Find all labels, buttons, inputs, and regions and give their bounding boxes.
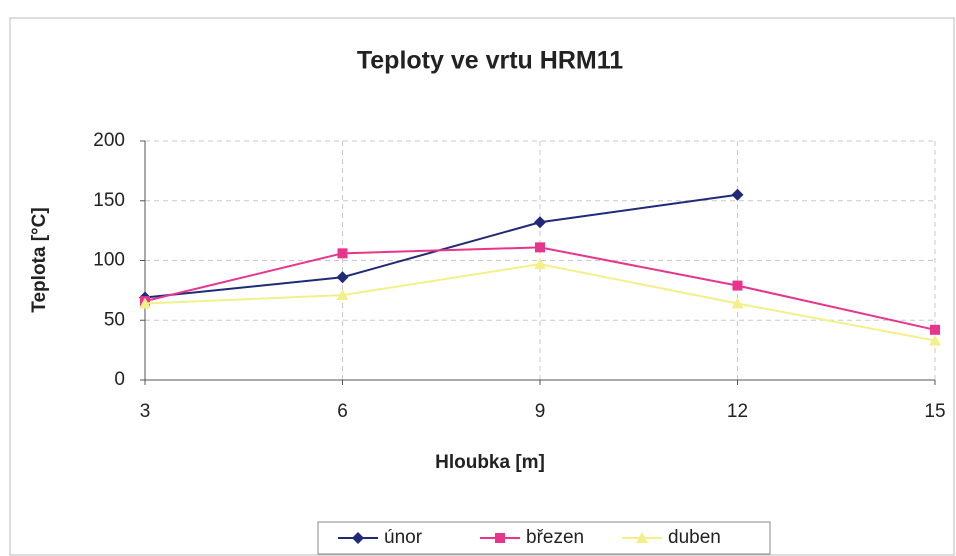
x-tick-label: 15 — [924, 401, 945, 422]
marker — [337, 248, 348, 259]
marker — [732, 280, 743, 291]
legend-label: duben — [668, 527, 721, 548]
marker — [336, 289, 349, 301]
marker — [139, 297, 151, 309]
x-tick-label: 3 — [140, 401, 151, 422]
marker — [731, 297, 744, 309]
legend-box — [317, 521, 771, 555]
marker — [929, 334, 941, 346]
marker — [731, 188, 744, 201]
y-tick-label: 50 — [104, 309, 125, 330]
y-tick-label: 150 — [93, 190, 125, 211]
x-tick-label: 12 — [727, 401, 748, 422]
x-axis-label: Hloubka [m] — [435, 452, 545, 473]
marker — [495, 533, 505, 543]
chart-title: Teploty ve vrtu HRM11 — [357, 47, 623, 75]
y-axis-label: Teplota [°C] — [29, 207, 50, 312]
x-tick-label: 6 — [337, 401, 348, 422]
marker — [535, 242, 545, 253]
legend-label: březen — [526, 527, 584, 548]
legend-label: únor — [384, 527, 423, 548]
y-tick-label: 100 — [93, 250, 125, 271]
marker — [352, 532, 364, 544]
marker — [534, 258, 546, 270]
x-tick-label: 9 — [535, 401, 546, 422]
marker — [336, 271, 349, 284]
y-tick-label: 200 — [93, 130, 125, 151]
marker — [534, 216, 546, 229]
y-tick-label: 0 — [114, 369, 125, 390]
chart-frame — [9, 17, 955, 556]
marker — [636, 532, 648, 543]
marker — [930, 324, 940, 335]
